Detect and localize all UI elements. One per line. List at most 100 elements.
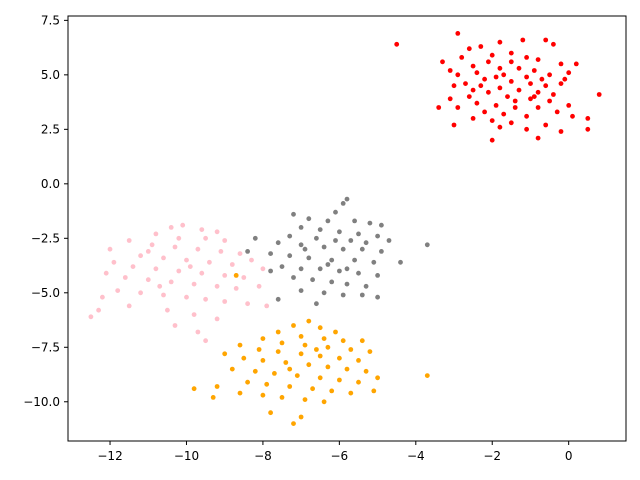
data-point bbox=[268, 410, 273, 416]
data-point bbox=[379, 249, 384, 254]
data-point bbox=[161, 292, 166, 298]
data-point bbox=[291, 323, 296, 328]
data-point bbox=[317, 325, 323, 331]
data-point bbox=[241, 355, 247, 361]
data-point bbox=[153, 266, 159, 272]
data-point bbox=[161, 255, 166, 261]
data-point bbox=[447, 68, 453, 73]
data-point bbox=[543, 37, 549, 43]
data-point bbox=[126, 303, 132, 309]
data-point bbox=[497, 39, 503, 45]
x-tick-label: −8 bbox=[254, 449, 272, 463]
y-tick-label: −5.0 bbox=[31, 286, 60, 300]
data-point bbox=[310, 386, 315, 392]
data-point bbox=[268, 251, 273, 256]
data-point bbox=[455, 105, 461, 110]
data-point bbox=[256, 283, 262, 289]
data-point bbox=[535, 135, 541, 141]
data-point bbox=[531, 94, 537, 99]
data-point bbox=[298, 334, 304, 339]
data-point bbox=[298, 266, 304, 272]
y-tick-label: 7.5 bbox=[41, 13, 60, 27]
data-point bbox=[241, 275, 247, 280]
x-tick-label: −12 bbox=[97, 449, 122, 463]
data-point bbox=[298, 288, 304, 293]
data-point bbox=[298, 414, 304, 420]
data-point bbox=[325, 262, 331, 267]
data-point bbox=[245, 379, 251, 385]
data-point bbox=[203, 235, 209, 241]
data-point bbox=[214, 316, 220, 322]
data-point bbox=[497, 85, 503, 91]
data-point bbox=[184, 257, 189, 263]
data-point bbox=[268, 268, 273, 274]
data-point bbox=[329, 388, 335, 394]
data-point bbox=[585, 126, 591, 132]
data-point bbox=[138, 290, 144, 296]
data-point bbox=[489, 118, 495, 123]
data-point bbox=[222, 273, 228, 278]
data-point bbox=[145, 249, 151, 254]
data-point bbox=[333, 329, 338, 335]
data-point bbox=[252, 235, 258, 241]
data-point bbox=[138, 253, 144, 259]
data-point bbox=[524, 126, 529, 132]
data-point bbox=[325, 364, 331, 370]
data-point bbox=[566, 70, 572, 76]
data-point bbox=[528, 81, 533, 86]
data-point bbox=[207, 259, 212, 265]
data-point bbox=[195, 329, 201, 335]
data-point bbox=[348, 347, 354, 352]
data-point bbox=[172, 323, 178, 328]
data-point bbox=[237, 390, 243, 396]
data-point bbox=[451, 83, 457, 89]
data-point bbox=[551, 92, 556, 97]
data-point bbox=[558, 61, 564, 67]
data-point bbox=[245, 301, 251, 307]
data-point bbox=[505, 94, 510, 99]
data-point bbox=[302, 342, 308, 348]
data-point bbox=[283, 360, 289, 365]
data-point bbox=[264, 303, 270, 309]
data-point bbox=[203, 296, 209, 302]
data-point bbox=[566, 103, 572, 108]
data-point bbox=[344, 281, 350, 287]
series-2 bbox=[245, 196, 430, 307]
data-point bbox=[551, 41, 556, 47]
data-point bbox=[359, 338, 365, 344]
data-point bbox=[363, 368, 369, 374]
data-point bbox=[367, 220, 373, 226]
data-point bbox=[386, 238, 392, 243]
data-point bbox=[340, 201, 346, 206]
data-point bbox=[210, 395, 216, 400]
data-point bbox=[298, 351, 304, 357]
data-point bbox=[516, 87, 522, 93]
data-point bbox=[287, 233, 293, 239]
data-point bbox=[191, 281, 197, 287]
data-point bbox=[214, 384, 220, 389]
data-point bbox=[245, 249, 251, 254]
data-point bbox=[451, 122, 457, 128]
data-point bbox=[585, 116, 591, 121]
data-point bbox=[352, 257, 357, 263]
data-point bbox=[447, 96, 453, 102]
data-point bbox=[126, 238, 132, 243]
y-tick-label: −10.0 bbox=[23, 395, 60, 409]
data-point bbox=[187, 264, 193, 269]
data-point bbox=[214, 229, 220, 235]
data-point bbox=[363, 283, 369, 289]
data-point bbox=[264, 381, 270, 387]
data-point bbox=[302, 246, 308, 252]
data-point bbox=[214, 283, 220, 289]
data-point bbox=[528, 96, 533, 102]
data-point bbox=[176, 235, 182, 241]
data-point bbox=[459, 55, 465, 60]
data-point bbox=[337, 268, 342, 274]
data-point bbox=[371, 259, 377, 265]
y-tick-label: −2.5 bbox=[31, 231, 60, 245]
data-point bbox=[333, 209, 338, 215]
x-axis: −12 −10 −8 −6 −4 −2 0 bbox=[97, 441, 572, 463]
data-point bbox=[375, 273, 380, 278]
